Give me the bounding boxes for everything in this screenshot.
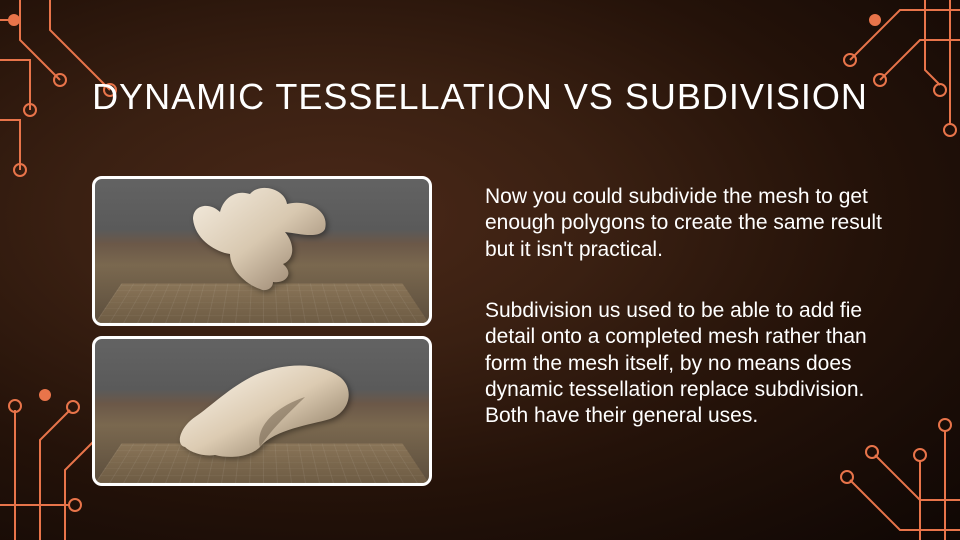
mesh-image-top — [92, 176, 432, 326]
mesh-shape-bottom — [155, 357, 375, 467]
mesh-shape-top — [165, 184, 365, 294]
paragraph-2: Subdivision us used to be able to add fi… — [485, 298, 885, 429]
paragraph-1: Now you could subdivide the mesh to get … — [485, 184, 885, 263]
mesh-image-bottom — [92, 336, 432, 486]
slide-title: DYNAMIC TESSELLATION VS SUBDIVISION — [0, 76, 960, 118]
